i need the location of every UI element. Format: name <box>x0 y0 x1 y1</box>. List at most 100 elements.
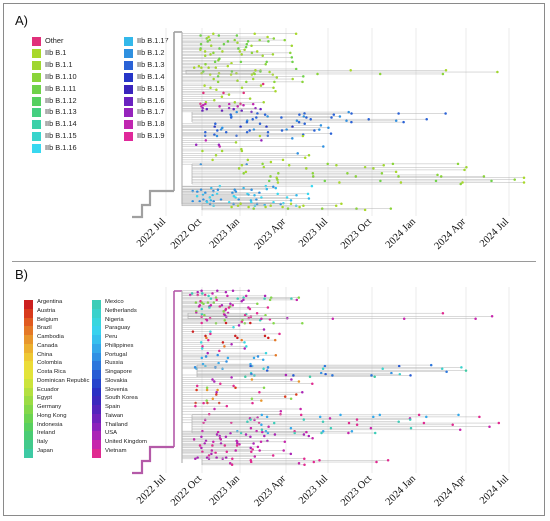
tip-point <box>204 102 207 106</box>
legend-swatch <box>92 440 101 449</box>
tip-point <box>221 341 225 344</box>
tip-point <box>381 367 384 371</box>
tip-point <box>250 188 253 192</box>
tip-point <box>256 302 259 305</box>
tip-point <box>226 356 230 360</box>
tip-point <box>236 442 239 445</box>
tip-point <box>302 433 306 436</box>
axis-tick-label: 2023 Jul <box>297 216 330 249</box>
tip-point <box>272 37 276 40</box>
tip-point <box>216 129 219 132</box>
tip-point <box>213 60 217 64</box>
legend-label: Brazil <box>37 325 52 332</box>
tip-point <box>188 293 192 297</box>
legend-swatch <box>92 413 101 423</box>
tip-point <box>290 378 293 381</box>
legend-label: IIb B.1.8 <box>137 119 165 129</box>
tip-point <box>289 397 293 401</box>
clade <box>181 82 277 106</box>
tip-point <box>222 91 225 95</box>
clade <box>181 134 325 166</box>
legend-label: IIb B.1 <box>45 47 67 57</box>
tip-point <box>287 164 291 167</box>
tip-point <box>204 131 207 134</box>
tip-point <box>258 134 262 138</box>
tip-point <box>497 421 501 425</box>
tip-point <box>211 444 214 447</box>
tip-point <box>324 372 327 376</box>
legend-label: Belgium <box>37 316 59 323</box>
axis-tick-label: 2023 Oct <box>339 473 374 508</box>
tip-point <box>267 336 270 340</box>
tip-point <box>228 462 232 465</box>
tip-point <box>236 297 239 300</box>
tip-point <box>206 351 209 355</box>
tip-point <box>214 66 218 69</box>
legend-swatch <box>32 132 41 142</box>
tip-point <box>221 50 224 53</box>
tip-point <box>370 374 373 377</box>
legend-label: Singapore <box>105 369 132 375</box>
tip-point <box>294 32 298 35</box>
tip-point <box>276 181 280 184</box>
tip-point <box>440 367 444 371</box>
tip-point <box>261 358 265 362</box>
tip-point <box>262 328 266 331</box>
tip-point <box>216 353 219 357</box>
tip-point <box>465 166 468 169</box>
tip-point <box>218 305 222 308</box>
tip-point <box>195 195 199 198</box>
tip-point <box>347 110 350 114</box>
tip-point <box>256 445 260 449</box>
legend-label: IIb B.1.11 <box>45 83 77 93</box>
tip-point <box>224 321 228 325</box>
tip-point <box>242 186 245 190</box>
tip-point <box>216 430 220 434</box>
legend-swatch <box>24 422 33 432</box>
tip-point <box>458 428 462 432</box>
tip-point <box>203 84 206 87</box>
tip-point <box>350 430 354 433</box>
axis-tick-label: 2022 Jul <box>135 216 168 249</box>
tip-point <box>441 311 445 315</box>
tip-point <box>296 152 299 155</box>
tip-point <box>214 296 218 299</box>
tip-point <box>258 449 261 452</box>
tip-point <box>311 382 314 385</box>
tip-point <box>307 154 311 157</box>
tip-point <box>263 297 266 300</box>
tip-point <box>273 433 277 436</box>
tip-point <box>213 380 216 383</box>
tip-point <box>248 129 251 132</box>
legend-label: Germany <box>37 404 62 410</box>
tip-point <box>199 162 203 166</box>
legend-label: Dominican Republic <box>37 377 90 384</box>
tip-point <box>363 166 367 169</box>
tip-point <box>234 386 237 390</box>
tip-point <box>211 193 214 197</box>
tip-point <box>397 420 400 423</box>
tip-point <box>210 449 214 452</box>
tip-point <box>237 167 241 170</box>
tip-point <box>263 434 266 438</box>
tip-point <box>496 70 499 74</box>
legend-swatch <box>92 431 101 441</box>
legend-swatch <box>92 317 101 327</box>
tip-point <box>249 199 253 202</box>
legend-swatch <box>32 120 41 130</box>
tip-point <box>292 374 295 377</box>
tip-point <box>224 131 228 134</box>
axis-tick-label: 2024 Jul <box>478 216 511 249</box>
tip-point <box>264 314 267 317</box>
legend-swatch <box>32 37 41 46</box>
tip-point <box>289 51 292 55</box>
legend-swatch <box>24 431 33 441</box>
legend-swatch <box>124 132 133 142</box>
tip-point <box>205 318 209 322</box>
tip-point <box>268 298 272 302</box>
tip-point <box>268 70 271 74</box>
tip-point <box>233 38 236 42</box>
legend-swatch <box>92 422 101 432</box>
tip-point <box>271 73 275 76</box>
tip-point <box>197 305 201 308</box>
